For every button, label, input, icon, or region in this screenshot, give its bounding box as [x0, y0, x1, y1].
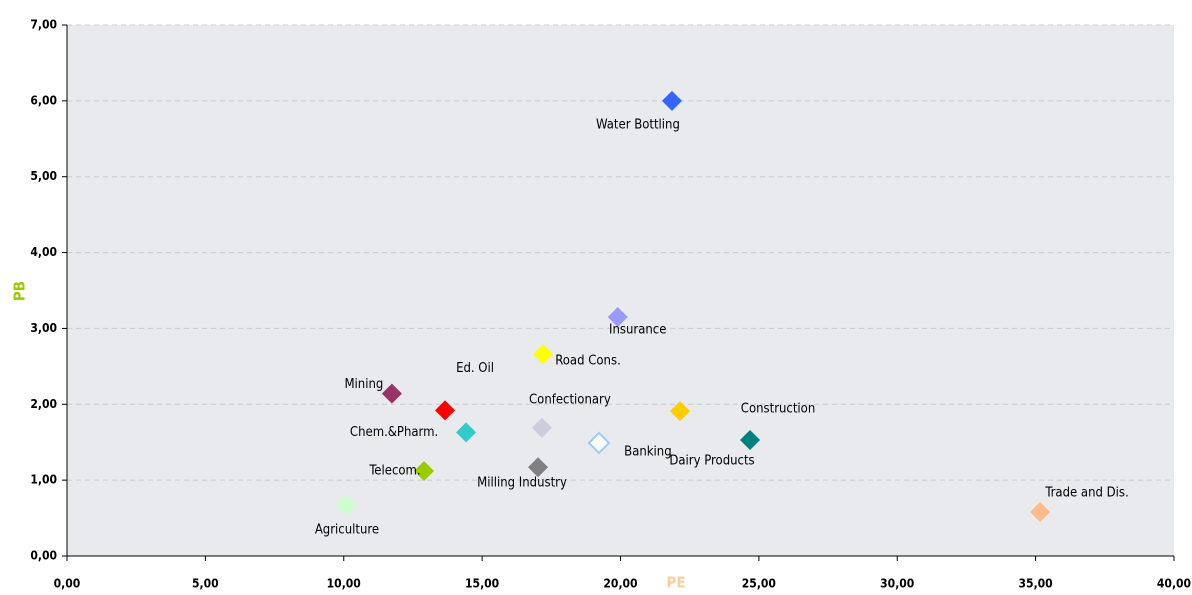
y-tick-label: 5,00 [30, 169, 57, 183]
point-label: Road Cons. [555, 354, 621, 369]
point [1030, 502, 1051, 523]
point [587, 431, 611, 455]
x-tick-label: 0,00 [54, 577, 81, 591]
point-label: Agriculture [315, 523, 379, 538]
point-label: Insurance [609, 323, 666, 338]
x-tick-label: 15,00 [465, 577, 499, 591]
y-tick-label: 0,00 [30, 549, 57, 563]
y-tick-label: 3,00 [30, 321, 57, 335]
y-tick-label: 4,00 [30, 245, 57, 259]
point [414, 461, 435, 482]
x-tick-label: 25,00 [742, 577, 776, 591]
y-axis-title: PB [11, 281, 29, 301]
point-label: Banking [624, 444, 671, 459]
y-tick-label: 6,00 [30, 93, 57, 107]
plot-area [67, 25, 1174, 556]
point-label: Confectionary [529, 392, 611, 407]
point [607, 307, 628, 328]
point [661, 90, 682, 111]
x-tick-label: 30,00 [880, 577, 914, 591]
point [740, 429, 761, 450]
point [528, 457, 549, 478]
point-label: Water Bottling [596, 117, 680, 132]
y-tick-label: 7,00 [30, 18, 57, 32]
y-tick-label: 2,00 [30, 397, 57, 411]
point-label: Telecom. [368, 464, 420, 479]
point-label: Milling Industry [477, 476, 567, 491]
point-label: Ed. Oil [456, 361, 494, 376]
point-label: Mining [344, 377, 383, 392]
point-label: Dairy Products [669, 454, 754, 469]
point [531, 417, 552, 438]
x-tick-label: 10,00 [327, 577, 361, 591]
x-tick-label: 5,00 [192, 577, 219, 591]
point [456, 422, 477, 443]
point [381, 383, 402, 404]
point [533, 344, 554, 365]
x-axis-title: PE [666, 574, 685, 592]
x-tick-label: 35,00 [1019, 577, 1053, 591]
point-label: Construction [741, 401, 815, 416]
y-tick-label: 1,00 [30, 473, 57, 487]
x-tick-label: 20,00 [603, 577, 637, 591]
point [435, 400, 456, 421]
x-tick-label: 40,00 [1157, 577, 1191, 591]
point [335, 495, 356, 516]
point [670, 401, 691, 422]
point-label: Chem.&Pharm. [350, 425, 438, 440]
point-label: Trade and Dis. [1044, 486, 1128, 501]
